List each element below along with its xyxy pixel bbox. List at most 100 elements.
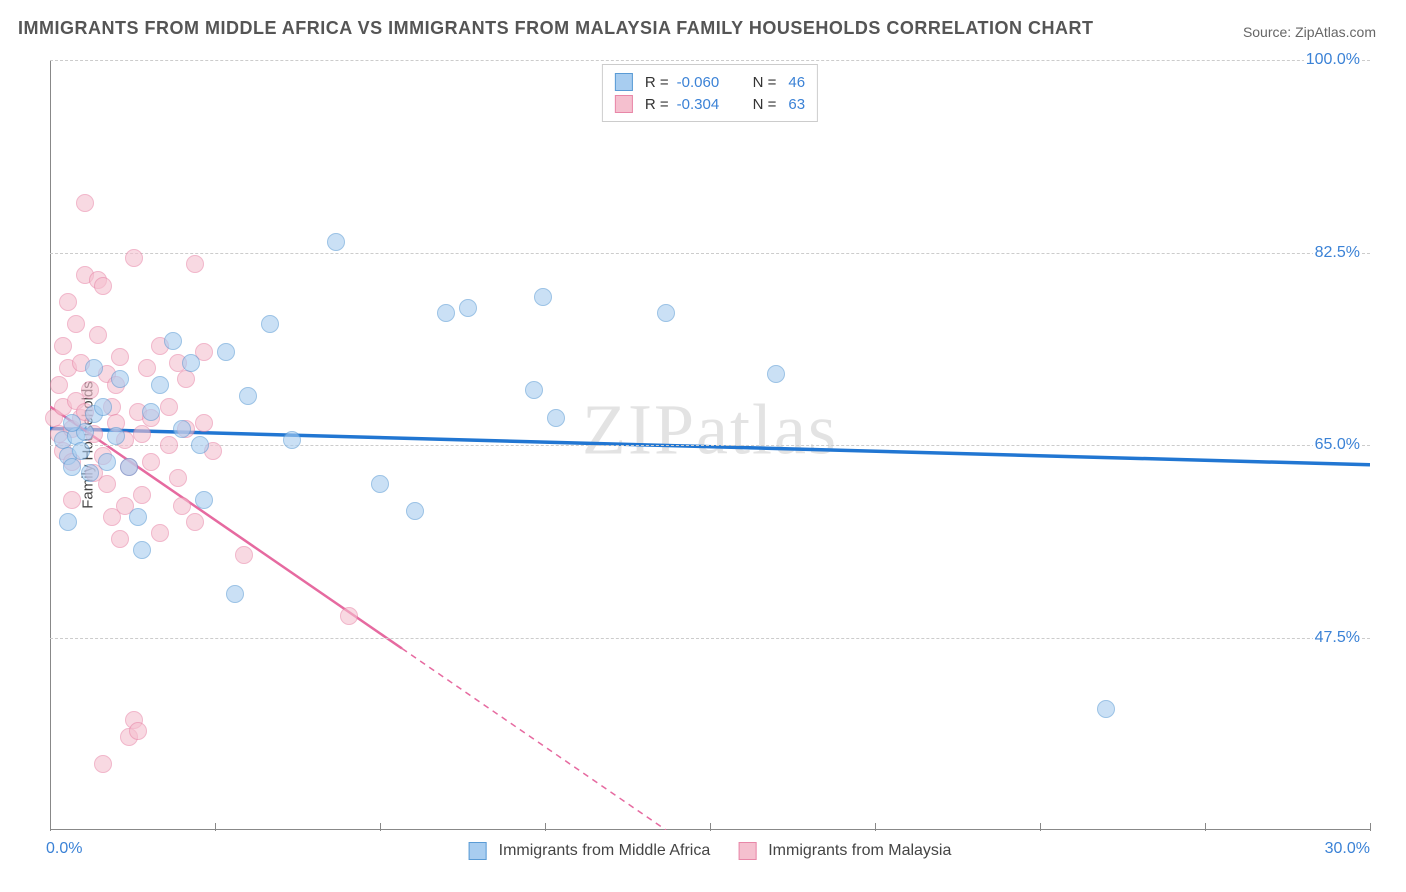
blue-point bbox=[547, 409, 565, 427]
r-label: R = bbox=[645, 74, 669, 91]
x-tick bbox=[875, 823, 876, 831]
blue-point bbox=[63, 414, 81, 432]
blue-point bbox=[437, 304, 455, 322]
blue-point bbox=[327, 233, 345, 251]
blue-point bbox=[283, 431, 301, 449]
blue-point bbox=[111, 370, 129, 388]
pink-point bbox=[94, 277, 112, 295]
blue-point bbox=[151, 376, 169, 394]
y-tick-label: 65.0% bbox=[1313, 436, 1362, 454]
chart-plot-area: Family Households ZIPatlas 47.5%65.0%82.… bbox=[50, 60, 1370, 830]
pink-point bbox=[76, 194, 94, 212]
pink-point bbox=[177, 370, 195, 388]
gridline bbox=[50, 638, 1370, 639]
blue-point bbox=[81, 464, 99, 482]
series-legend: Immigrants from Middle Africa Immigrants … bbox=[469, 842, 952, 860]
legend-swatch bbox=[738, 842, 756, 860]
trend-line bbox=[50, 429, 1370, 465]
blue-point bbox=[133, 541, 151, 559]
pink-point bbox=[111, 530, 129, 548]
legend-label: Immigrants from Malaysia bbox=[768, 842, 951, 860]
blue-point bbox=[164, 332, 182, 350]
legend-swatch bbox=[615, 95, 633, 113]
x-tick bbox=[1205, 823, 1206, 831]
pink-point bbox=[67, 315, 85, 333]
n-value: 63 bbox=[788, 96, 805, 113]
blue-point bbox=[371, 475, 389, 493]
blue-point bbox=[72, 442, 90, 460]
pink-point bbox=[151, 524, 169, 542]
blue-point bbox=[120, 458, 138, 476]
pink-point bbox=[340, 607, 358, 625]
x-axis-min-label: 0.0% bbox=[46, 840, 82, 858]
x-tick bbox=[1370, 823, 1371, 831]
pink-point bbox=[133, 425, 151, 443]
y-tick-label: 82.5% bbox=[1313, 244, 1362, 262]
blue-point bbox=[525, 381, 543, 399]
legend-stat-row: R =-0.304N =63 bbox=[615, 93, 805, 115]
r-value: -0.060 bbox=[677, 74, 735, 91]
x-tick bbox=[50, 823, 51, 831]
blue-point bbox=[1097, 700, 1115, 718]
blue-point bbox=[459, 299, 477, 317]
pink-point bbox=[160, 436, 178, 454]
x-axis-max-label: 30.0% bbox=[1325, 840, 1370, 858]
legend-item: Immigrants from Malaysia bbox=[738, 842, 951, 860]
blue-point bbox=[59, 513, 77, 531]
stats-legend: R =-0.060N =46R =-0.304N =63 bbox=[602, 64, 818, 122]
legend-item: Immigrants from Middle Africa bbox=[469, 842, 711, 860]
source-attribution: Source: ZipAtlas.com bbox=[1243, 24, 1376, 40]
pink-point bbox=[111, 348, 129, 366]
x-tick bbox=[215, 823, 216, 831]
x-tick bbox=[380, 823, 381, 831]
blue-point bbox=[182, 354, 200, 372]
blue-point bbox=[534, 288, 552, 306]
legend-swatch bbox=[615, 73, 633, 91]
pink-point bbox=[173, 497, 191, 515]
pink-point bbox=[195, 414, 213, 432]
pink-point bbox=[89, 326, 107, 344]
pink-point bbox=[186, 513, 204, 531]
gridline bbox=[50, 253, 1370, 254]
r-value: -0.304 bbox=[677, 96, 735, 113]
gridline bbox=[50, 60, 1370, 61]
pink-point bbox=[129, 722, 147, 740]
blue-point bbox=[195, 491, 213, 509]
trend-line bbox=[402, 649, 666, 831]
blue-point bbox=[406, 502, 424, 520]
blue-point bbox=[657, 304, 675, 322]
y-tick-label: 47.5% bbox=[1313, 629, 1362, 647]
x-tick bbox=[545, 823, 546, 831]
blue-point bbox=[85, 359, 103, 377]
pink-point bbox=[138, 359, 156, 377]
pink-point bbox=[142, 453, 160, 471]
pink-point bbox=[63, 491, 81, 509]
pink-point bbox=[133, 486, 151, 504]
pink-point bbox=[94, 755, 112, 773]
pink-point bbox=[50, 376, 68, 394]
blue-point bbox=[63, 458, 81, 476]
n-value: 46 bbox=[788, 74, 805, 91]
blue-point bbox=[94, 398, 112, 416]
blue-point bbox=[217, 343, 235, 361]
pink-point bbox=[125, 249, 143, 267]
chart-title: IMMIGRANTS FROM MIDDLE AFRICA VS IMMIGRA… bbox=[18, 18, 1094, 39]
x-tick bbox=[1040, 823, 1041, 831]
y-tick-label: 100.0% bbox=[1304, 51, 1362, 69]
blue-point bbox=[129, 508, 147, 526]
n-label: N = bbox=[753, 74, 777, 91]
blue-point bbox=[173, 420, 191, 438]
pink-point bbox=[169, 469, 187, 487]
blue-point bbox=[142, 403, 160, 421]
pink-point bbox=[235, 546, 253, 564]
n-label: N = bbox=[753, 96, 777, 113]
pink-point bbox=[59, 293, 77, 311]
blue-point bbox=[191, 436, 209, 454]
pink-point bbox=[98, 475, 116, 493]
blue-point bbox=[107, 427, 125, 445]
pink-point bbox=[186, 255, 204, 273]
pink-point bbox=[160, 398, 178, 416]
blue-point bbox=[239, 387, 257, 405]
blue-point bbox=[767, 365, 785, 383]
pink-point bbox=[81, 381, 99, 399]
